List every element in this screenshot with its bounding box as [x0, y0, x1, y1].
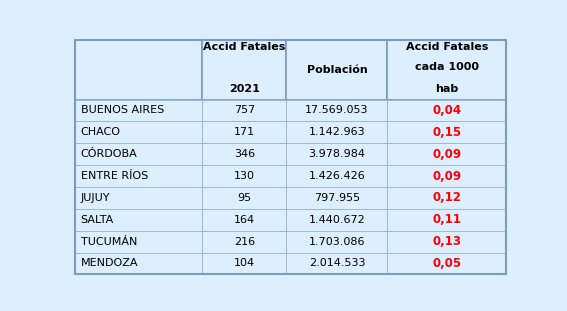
Text: CHACO: CHACO — [81, 127, 121, 137]
Bar — [286, 40, 387, 100]
Bar — [202, 121, 286, 143]
Text: 0,15: 0,15 — [432, 126, 462, 139]
Text: BUENOS AIRES: BUENOS AIRES — [81, 105, 164, 115]
Text: 104: 104 — [234, 258, 255, 268]
Bar — [202, 143, 286, 165]
Text: 1.440.672: 1.440.672 — [308, 215, 365, 225]
Text: 797.955: 797.955 — [314, 193, 360, 203]
Text: cada 1000: cada 1000 — [414, 62, 479, 72]
Bar — [387, 253, 506, 274]
Text: hab: hab — [435, 84, 458, 94]
Text: Población: Población — [307, 65, 367, 75]
Bar — [202, 231, 286, 253]
Text: Accid Fatales: Accid Fatales — [405, 42, 488, 52]
Text: 0,05: 0,05 — [432, 257, 462, 270]
Bar — [387, 40, 506, 100]
Bar — [286, 253, 387, 274]
Text: 0,12: 0,12 — [432, 191, 461, 204]
Bar — [286, 100, 387, 121]
Text: CÓRDOBA: CÓRDOBA — [81, 149, 137, 159]
Bar — [387, 209, 506, 231]
Bar — [202, 40, 286, 100]
Bar — [286, 231, 387, 253]
Text: 171: 171 — [234, 127, 255, 137]
Bar — [202, 165, 286, 187]
Text: 0,09: 0,09 — [432, 169, 462, 183]
Bar — [387, 231, 506, 253]
Text: SALTA: SALTA — [81, 215, 114, 225]
Bar — [286, 165, 387, 187]
Bar — [286, 143, 387, 165]
Text: 1.703.086: 1.703.086 — [308, 237, 365, 247]
Bar — [75, 121, 202, 143]
Text: 216: 216 — [234, 237, 255, 247]
Text: 17.569.053: 17.569.053 — [305, 105, 369, 115]
Text: ENTRE RÍOS: ENTRE RÍOS — [81, 171, 148, 181]
Text: TUCUMÁN: TUCUMÁN — [81, 237, 137, 247]
Bar — [75, 231, 202, 253]
Text: MENDOZA: MENDOZA — [81, 258, 138, 268]
Text: Accid Fatales: Accid Fatales — [203, 42, 285, 52]
Bar — [387, 165, 506, 187]
Bar — [202, 209, 286, 231]
Bar — [75, 209, 202, 231]
Bar — [75, 40, 202, 100]
Text: 0,11: 0,11 — [432, 213, 461, 226]
Bar — [75, 100, 202, 121]
Bar — [75, 165, 202, 187]
Bar — [387, 121, 506, 143]
Bar — [202, 253, 286, 274]
Bar — [286, 121, 387, 143]
Bar — [387, 100, 506, 121]
Bar — [387, 143, 506, 165]
Text: 1.426.426: 1.426.426 — [308, 171, 365, 181]
Text: 0,04: 0,04 — [432, 104, 462, 117]
Text: 757: 757 — [234, 105, 255, 115]
Bar — [286, 187, 387, 209]
Text: 0,09: 0,09 — [432, 148, 462, 161]
Bar — [286, 209, 387, 231]
Text: JUJUY: JUJUY — [81, 193, 110, 203]
Text: 0,13: 0,13 — [432, 235, 461, 248]
Text: 3.978.984: 3.978.984 — [308, 149, 365, 159]
Text: 2021: 2021 — [229, 84, 260, 94]
Text: 164: 164 — [234, 215, 255, 225]
Text: 2.014.533: 2.014.533 — [308, 258, 365, 268]
Text: 1.142.963: 1.142.963 — [308, 127, 365, 137]
Bar — [75, 143, 202, 165]
Bar — [202, 187, 286, 209]
Bar — [202, 100, 286, 121]
Bar — [387, 187, 506, 209]
Text: 95: 95 — [237, 193, 251, 203]
Text: 130: 130 — [234, 171, 255, 181]
Bar — [75, 187, 202, 209]
Bar — [75, 253, 202, 274]
Text: 346: 346 — [234, 149, 255, 159]
